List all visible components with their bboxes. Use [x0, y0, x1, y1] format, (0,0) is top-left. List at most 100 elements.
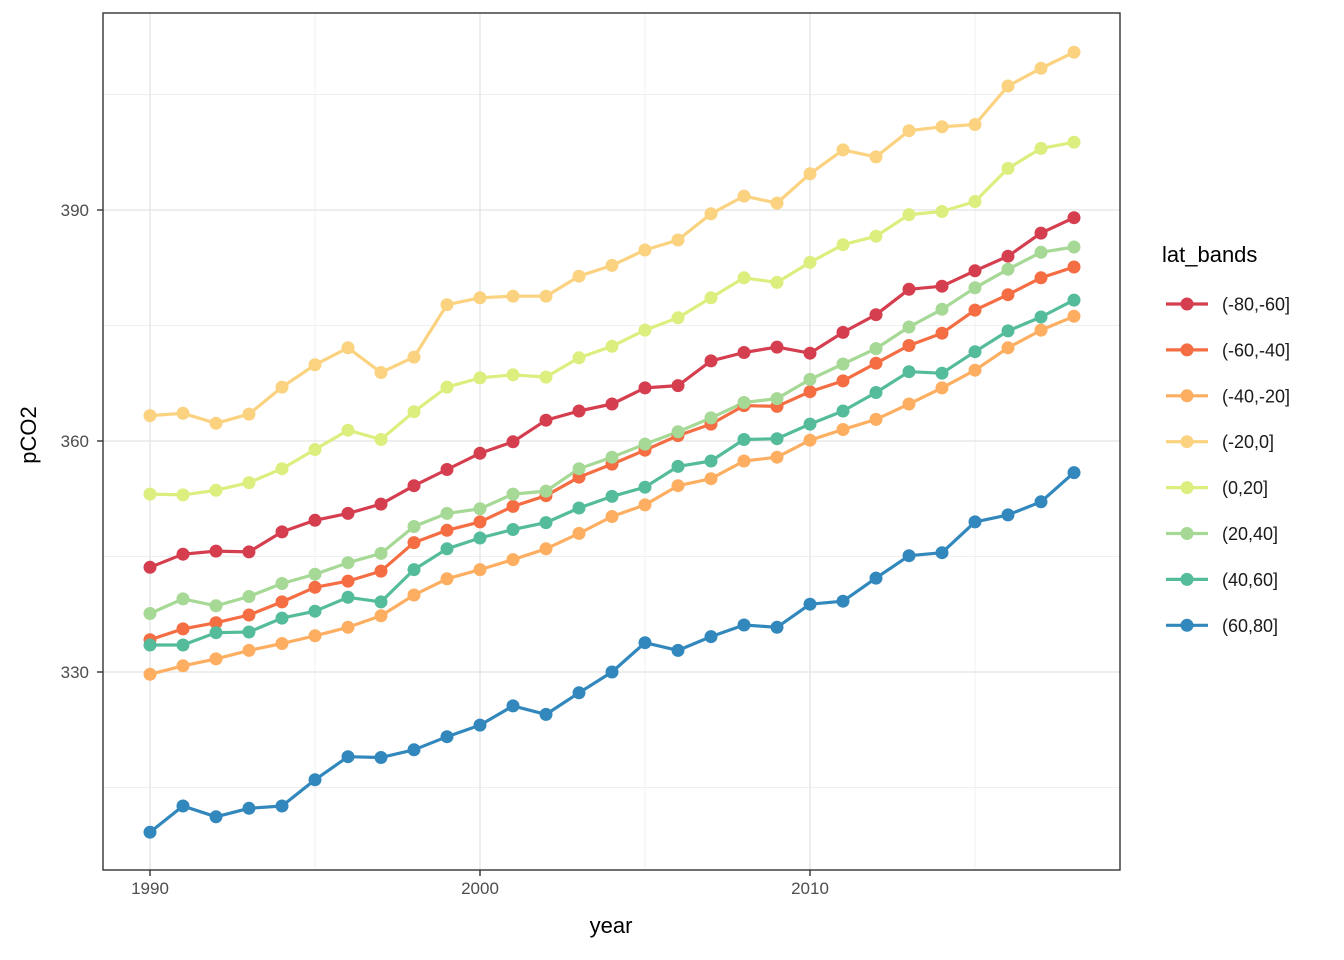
- data-point: [308, 629, 322, 643]
- data-point: [275, 799, 289, 813]
- data-point: [1067, 211, 1081, 225]
- data-point: [836, 325, 850, 339]
- data-point: [506, 435, 520, 449]
- data-point: [275, 525, 289, 539]
- legend-key-point: [1180, 435, 1194, 449]
- data-point: [209, 483, 223, 497]
- data-point: [770, 340, 784, 354]
- data-point: [308, 773, 322, 787]
- data-point: [176, 547, 190, 561]
- data-point: [1034, 61, 1048, 75]
- data-point: [209, 652, 223, 666]
- data-point: [341, 590, 355, 604]
- legend-entry: (0,20]: [1166, 478, 1268, 498]
- data-point: [407, 350, 421, 364]
- data-point: [836, 423, 850, 436]
- data-point: [737, 189, 751, 203]
- data-point: [671, 459, 685, 473]
- data-point: [572, 462, 586, 476]
- data-point: [374, 595, 388, 609]
- data-point: [209, 616, 223, 630]
- legend-entry: (-40,-20]: [1166, 386, 1290, 406]
- series-points-5: [143, 240, 1081, 620]
- data-point: [968, 515, 982, 529]
- data-point: [935, 326, 949, 340]
- series-points-4: [143, 135, 1081, 502]
- legend-key-point: [1180, 527, 1194, 540]
- data-point: [1001, 508, 1015, 522]
- y-tick-label-360: 360: [61, 432, 89, 451]
- data-point: [407, 405, 421, 419]
- data-point: [935, 205, 949, 218]
- data-point: [902, 549, 916, 563]
- data-point: [374, 497, 388, 511]
- data-point: [836, 404, 850, 418]
- data-point: [143, 487, 157, 501]
- data-point: [341, 574, 355, 588]
- data-point: [143, 638, 157, 652]
- data-point: [902, 208, 916, 222]
- data-point: [440, 506, 454, 520]
- data-point: [1067, 45, 1081, 59]
- data-point: [605, 339, 619, 353]
- data-point: [473, 563, 487, 577]
- data-point: [935, 366, 949, 380]
- data-point: [341, 423, 355, 437]
- series-points-2: [143, 309, 1081, 681]
- y-tick-label-390: 390: [61, 201, 89, 220]
- data-point: [869, 229, 883, 243]
- data-point: [308, 580, 322, 594]
- data-point: [341, 620, 355, 634]
- data-point: [143, 409, 157, 423]
- data-point: [704, 291, 718, 305]
- data-point: [671, 425, 685, 439]
- legend-key-point: [1180, 343, 1194, 357]
- data-point: [968, 363, 982, 377]
- data-point: [539, 370, 553, 384]
- data-point: [836, 374, 850, 388]
- data-point: [572, 686, 586, 700]
- data-point: [440, 572, 454, 586]
- data-point: [1067, 240, 1081, 254]
- data-point: [1001, 288, 1015, 302]
- legend-key-point: [1180, 481, 1194, 495]
- data-point: [506, 523, 520, 536]
- data-point: [902, 320, 916, 334]
- data-point: [935, 120, 949, 134]
- data-point: [341, 506, 355, 520]
- data-point: [473, 446, 487, 460]
- data-point: [935, 546, 949, 560]
- data-point: [341, 750, 355, 764]
- data-point: [275, 380, 289, 394]
- data-point: [704, 472, 718, 486]
- data-point: [902, 365, 916, 379]
- data-point: [539, 542, 553, 556]
- data-point: [605, 450, 619, 464]
- data-point: [407, 479, 421, 493]
- data-point: [803, 167, 817, 181]
- data-point: [968, 345, 982, 359]
- data-point: [1067, 293, 1081, 307]
- data-point: [737, 454, 751, 468]
- y-tick-label-330: 330: [61, 663, 89, 682]
- series-points-3: [143, 45, 1081, 430]
- data-point: [836, 143, 850, 157]
- data-series: [143, 45, 1081, 839]
- data-point: [737, 346, 751, 359]
- data-point: [605, 665, 619, 679]
- data-point: [242, 476, 256, 490]
- data-point: [539, 289, 553, 303]
- data-point: [209, 626, 223, 640]
- data-point: [605, 397, 619, 411]
- data-point: [704, 411, 718, 425]
- data-point: [242, 643, 256, 657]
- data-point: [737, 433, 751, 446]
- data-point: [737, 396, 751, 409]
- data-point: [803, 433, 817, 447]
- data-point: [407, 563, 421, 577]
- data-point: [869, 308, 883, 322]
- data-point: [473, 531, 487, 545]
- data-point: [407, 520, 421, 533]
- data-point: [803, 385, 817, 399]
